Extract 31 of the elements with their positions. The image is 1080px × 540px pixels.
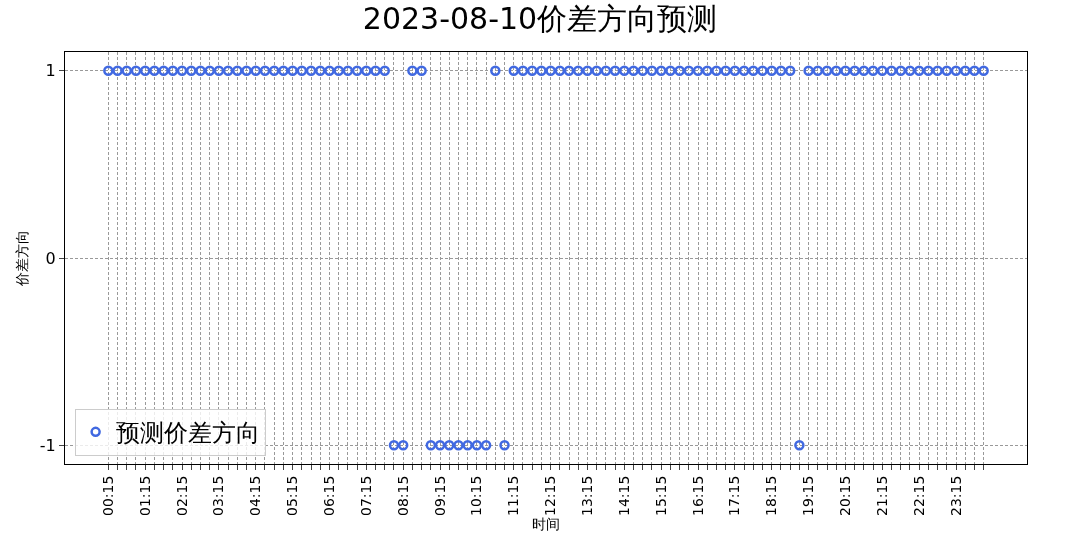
- x-tick-label: 19:15: [800, 475, 817, 516]
- x-tick-label: 08:15: [394, 475, 411, 516]
- legend-label: 预测价差方向: [115, 419, 260, 448]
- x-tick-label: 10:15: [468, 475, 485, 516]
- x-tick-label: 02:15: [173, 475, 190, 516]
- x-tick-label: 06:15: [321, 475, 338, 516]
- x-tick-label: 13:15: [579, 475, 596, 516]
- x-tick-label: 18:15: [763, 475, 780, 516]
- chart-title: 2023-08-10价差方向预测: [362, 1, 718, 37]
- x-tick-label: 22:15: [910, 475, 927, 516]
- x-tick-label: 07:15: [357, 475, 374, 516]
- x-tick-label: 05:15: [284, 475, 301, 516]
- y-tick-label: -1: [39, 435, 56, 455]
- x-tick-label: 14:15: [615, 475, 632, 516]
- x-tick-label: 16:15: [689, 475, 706, 516]
- x-tick-label: 12:15: [542, 475, 559, 516]
- x-axis-title: 时间: [532, 515, 560, 532]
- y-tick-label: 0: [45, 248, 56, 268]
- x-tick-label: 04:15: [247, 475, 264, 516]
- x-tick-label: 15:15: [652, 475, 669, 516]
- y-axis-title: 价差方向: [14, 230, 31, 287]
- x-tick-label: 11:15: [505, 475, 522, 516]
- x-tick-label: 21:15: [873, 475, 890, 516]
- x-tick-label: 01:15: [136, 475, 153, 516]
- x-tick-label: 23:15: [947, 475, 964, 516]
- x-tick-label: 17:15: [726, 475, 743, 516]
- x-tick-label: 20:15: [837, 475, 853, 516]
- x-tick-label: 00:15: [99, 475, 116, 516]
- x-tick-label: 09:15: [431, 475, 448, 516]
- y-tick-label: 1: [45, 61, 56, 81]
- x-tick-label: 03:15: [210, 475, 227, 516]
